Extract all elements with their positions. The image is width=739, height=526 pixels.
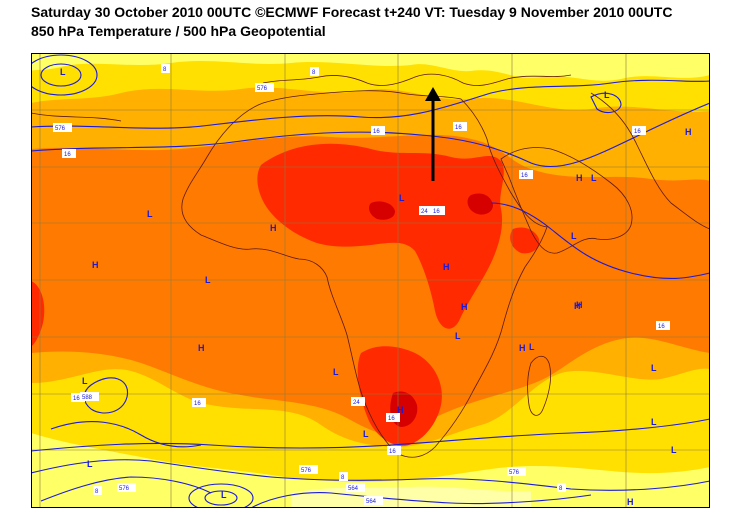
- map-subtitle: 850 hPa Temperature / 500 hPa Geopotenti…: [31, 23, 326, 39]
- svg-text:16: 16: [634, 129, 641, 135]
- contour-value-label: 564: [364, 496, 383, 505]
- low-pressure-label: L: [333, 367, 339, 377]
- contour-value-label: 16: [453, 122, 467, 131]
- contour-value-label: 16: [71, 393, 85, 402]
- svg-text:564: 564: [366, 499, 377, 505]
- low-pressure-label: L: [651, 363, 657, 373]
- svg-text:16: 16: [388, 416, 395, 422]
- svg-text:16: 16: [521, 173, 528, 179]
- svg-text:8: 8: [95, 489, 99, 495]
- low-pressure-label: L: [205, 275, 211, 285]
- high-pressure-label: H: [443, 262, 450, 272]
- svg-text:8: 8: [163, 67, 167, 73]
- geopotential-contours: [31, 54, 710, 508]
- high-pressure-label: H: [397, 405, 404, 415]
- low-pressure-label: L: [455, 331, 461, 341]
- temp-zone-arabia-20-24: [510, 227, 540, 254]
- temp-band-south-lt8-2: [291, 486, 531, 508]
- contour-value-label: 576: [53, 123, 72, 132]
- svg-text:564: 564: [348, 486, 359, 492]
- svg-text:16: 16: [73, 396, 80, 402]
- contour-value-label: 588: [80, 392, 99, 401]
- high-pressure-label: H: [685, 127, 692, 137]
- contour-value-label: 16: [387, 446, 401, 455]
- map-title: Saturday 30 October 2010 00UTC ©ECMWF Fo…: [31, 4, 673, 20]
- svg-text:576: 576: [119, 486, 130, 492]
- svg-text:24: 24: [421, 209, 428, 215]
- contour-value-label: 16: [632, 126, 646, 135]
- contour-value-label: 24: [351, 397, 365, 406]
- high-pressure-label: H: [198, 343, 205, 353]
- contour-value-label: 564: [346, 483, 365, 492]
- high-pressure-label: H: [627, 497, 634, 507]
- low-pressure-label: L: [591, 173, 597, 183]
- temp-zone-gt24-b: [467, 193, 493, 215]
- temp-zone-gt24-a: [369, 201, 395, 220]
- contour-value-label: 8: [161, 64, 170, 73]
- svg-text:16: 16: [433, 209, 440, 215]
- contour-value-label: 8: [310, 67, 319, 76]
- high-pressure-label: H: [574, 301, 581, 311]
- temp-zone-atlantic-20-24: [31, 281, 45, 347]
- svg-text:8: 8: [312, 70, 316, 76]
- contour-value-label: 576: [117, 483, 136, 492]
- contour-value-label: 576: [255, 83, 274, 92]
- svg-text:24: 24: [353, 400, 360, 406]
- contour-value-label: 24: [419, 206, 433, 215]
- contour-value-label: 16: [192, 398, 206, 407]
- svg-text:8: 8: [559, 486, 563, 492]
- svg-text:576: 576: [257, 86, 268, 92]
- contour-value-label: 576: [507, 467, 526, 476]
- svg-text:16: 16: [64, 152, 71, 158]
- svg-text:576: 576: [55, 126, 66, 132]
- svg-text:588: 588: [82, 395, 93, 401]
- temp-band-north-lt8: [31, 53, 710, 81]
- high-pressure-label: H: [576, 173, 583, 183]
- temp-band-south-lt8: [31, 433, 710, 508]
- contour-value-label: 16: [431, 206, 445, 215]
- svg-text:576: 576: [301, 468, 312, 474]
- contour-value-label: 16: [519, 170, 533, 179]
- low-pressure-label: L: [571, 231, 577, 241]
- svg-text:16: 16: [373, 129, 380, 135]
- low-pressure-label: L: [651, 417, 657, 427]
- low-pressure-label: L: [87, 459, 93, 469]
- high-pressure-label: H: [519, 343, 526, 353]
- low-pressure-label: L: [363, 429, 369, 439]
- graticule: [31, 53, 710, 508]
- coastlines: [31, 73, 710, 458]
- temp-band-16-20: [31, 134, 710, 435]
- high-pressure-label: H: [576, 300, 583, 310]
- high-pressure-label: H: [92, 260, 99, 270]
- svg-text:16: 16: [455, 125, 462, 131]
- annotation-arrow: [425, 87, 441, 181]
- high-pressure-label: H: [461, 302, 468, 312]
- svg-text:16: 16: [658, 324, 665, 330]
- low-pressure-label: L: [221, 490, 227, 500]
- low-pressure-label: L: [604, 90, 610, 100]
- contour-value-label: 8: [557, 483, 566, 492]
- high-pressure-label: H: [270, 223, 277, 233]
- map-frame: [31, 53, 710, 508]
- svg-text:16: 16: [194, 401, 201, 407]
- svg-text:576: 576: [509, 470, 520, 476]
- contour-value-label: 8: [93, 486, 102, 495]
- svg-text:8: 8: [341, 475, 345, 481]
- low-pressure-label: L: [399, 193, 405, 203]
- contour-value-label: 16: [371, 126, 385, 135]
- contour-value-label: 16: [656, 321, 670, 330]
- low-pressure-label: L: [671, 445, 677, 455]
- temp-zone-sahara-20-24: [257, 143, 504, 329]
- low-pressure-label: L: [529, 342, 535, 352]
- contour-value-label: 16: [62, 149, 76, 158]
- low-pressure-label: L: [147, 209, 153, 219]
- svg-text:16: 16: [389, 449, 396, 455]
- contour-value-label: 16: [386, 413, 400, 422]
- contour-value-label: 8: [339, 472, 348, 481]
- low-pressure-label: L: [60, 67, 66, 77]
- contour-value-label: 576: [299, 465, 318, 474]
- low-pressure-label: L: [82, 376, 88, 386]
